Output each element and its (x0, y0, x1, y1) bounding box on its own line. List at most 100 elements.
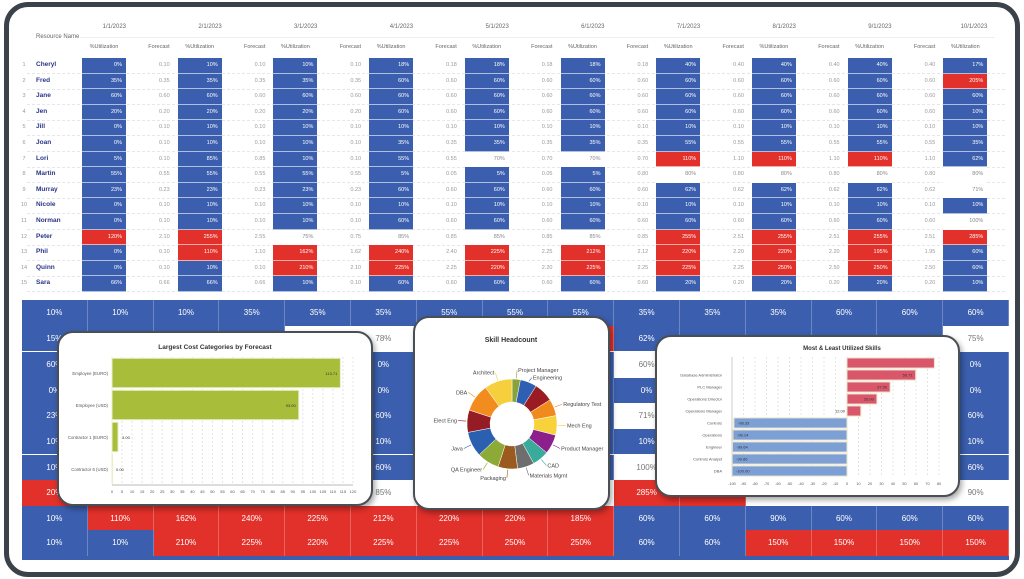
table-row[interactable]: 9 Murray 23% 23% 23% 60% 60% 60% 62% 62% 62% 71% 0.2… (9, 182, 1015, 199)
grid-cell: 162% (153, 505, 220, 531)
row-divider (27, 119, 1005, 121)
grid-cell: 250% (482, 530, 549, 556)
x-tick-label: -50 (787, 482, 793, 486)
forecast-cell: 0.40 (733, 62, 744, 68)
grid-cell: 220% (285, 530, 351, 556)
table-row[interactable]: 2 Fred 35% 35% 35% 60% 60% 60% 60% 60% 60% 205% 0.35… (9, 73, 1015, 90)
grid-cell: 60% (877, 505, 944, 531)
utilization-cell: 60% (464, 89, 509, 105)
resource-name: Murray (36, 185, 58, 193)
forecast-cell: 0.10 (158, 140, 170, 146)
data-label: 0.00 (116, 467, 125, 472)
forecast-cell: 0.85 (637, 233, 649, 240)
header-divider (80, 37, 995, 38)
grid-cell: 60% (614, 505, 680, 531)
grid-cell: 150% (943, 530, 1009, 556)
utilization-cell: 10% (177, 260, 222, 277)
table-row[interactable]: 6 Joan 0% 10% 10% 35% 35% 35% 55% 55% 55% 35% 0.10 0.… (9, 136, 1015, 152)
utilization-cell: 225% (656, 260, 701, 277)
utilization-header: %Utilization (855, 44, 884, 50)
x-tick-label: 10 (856, 482, 860, 486)
forecast-cell: 1.10 (924, 155, 936, 162)
utilization-cell: 60% (943, 245, 988, 261)
table-row[interactable]: 15 Sara 66% 66% 10% 60% 60% 60% 20% 20% 20% 10% 0.66… (9, 276, 1015, 293)
category-label: Contractor 1 (EURO) (68, 435, 109, 440)
utilization-cell: 10% (273, 120, 318, 136)
utilization-cell: 18% (464, 58, 509, 74)
table-row[interactable]: 3 Jane 60% 60% 60% 60% 60% 60% 60% 60% 60% 60% 0.60 0… (9, 89, 1015, 106)
x-tick-label: -100 (728, 482, 736, 486)
forecast-cell: 0.55 (924, 140, 936, 146)
table-row[interactable]: 12 Peter 120% 255% 75% 85% 85% 85% 255% 255% 255% 2… (9, 229, 1015, 246)
utilization-cell: 20% (847, 276, 892, 292)
grid-cell: 225% (285, 505, 351, 531)
x-tick-label: 25 (160, 489, 165, 494)
bar (846, 405, 862, 417)
utilization-cell: 23% (177, 182, 222, 199)
utilization-cell: 205% (943, 73, 988, 90)
x-tick-label: 70 (250, 489, 255, 494)
utilization-cell: 60% (751, 89, 796, 105)
utilization-cell: 60% (656, 89, 701, 105)
table-row[interactable]: 7 Lori 5% 85% 10% 55% 70% 70% 110% 110% 110% 62% 0.1… (9, 151, 1015, 168)
x-tick-label: 80 (937, 482, 941, 486)
x-tick-label: -30 (810, 482, 816, 486)
utilization-cell: 60% (847, 73, 892, 90)
forecast-cell: 2.51 (924, 233, 936, 240)
slice-label: Engineering (533, 376, 562, 382)
utilization-cell: 60% (560, 214, 605, 230)
row-divider (27, 135, 1005, 137)
data-label: -100.00 (736, 469, 750, 474)
utilization-cell: 60% (464, 73, 509, 90)
table-row[interactable]: 4 Jen 20% 20% 20% 60% 60% 60% 60% 60% 60% 10% 0.20 0.… (9, 104, 1015, 121)
utilization-cell: 75% (273, 229, 318, 246)
forecast-cell: 0.60 (828, 218, 840, 224)
table-row[interactable]: 13 Phil 0% 110% 162% 240% 225% 212% 220% 220% 195%… (9, 245, 1015, 262)
table-row[interactable]: 5 Jill 0% 10% 10% 10% 10% 10% 10% 10% 10% 10% 0.10 0.… (9, 120, 1015, 137)
leader-line (554, 403, 563, 408)
utilization-cell: 110% (177, 245, 222, 261)
forecast-cell: 0.35 (446, 140, 457, 146)
grid-cell: 35% (745, 300, 812, 326)
table-row[interactable]: 1 Cheryl 0% 10% 10% 18% 18% 18% 40% 40% 40% 17% 0.10… (9, 58, 1015, 74)
utilization-cell: 70% (560, 151, 605, 168)
x-tick-label: 30 (170, 489, 175, 494)
row-number: 5 (22, 124, 26, 131)
utilization-cell: 285% (943, 229, 988, 246)
forecast-header: Forecast (435, 44, 457, 50)
data-label: 59.71 (903, 373, 914, 378)
forecast-cell: 0.10 (446, 202, 457, 209)
utilization-cell: 40% (847, 58, 892, 74)
month-header: 7/1/2023 (676, 24, 701, 30)
x-tick-label: 30 (879, 482, 883, 486)
utilization-cell: 85% (464, 229, 509, 246)
row-divider (27, 88, 1005, 90)
utilization-cell: 60% (464, 214, 509, 230)
table-row[interactable]: 8 Martin 55% 55% 55% 5% 5% 5% 80% 80% 80% 80% 0.55 0.… (9, 167, 1015, 184)
utilization-cell: 55% (177, 167, 222, 183)
utilization-cell: 80% (751, 167, 796, 183)
month-header: 4/1/2023 (389, 24, 414, 30)
utilization-cell: 55% (751, 136, 796, 152)
table-row[interactable]: 10 Nicole 0% 10% 10% 10% 10% 10% 10% 10% 10% 10% 0.1… (9, 198, 1015, 215)
forecast-cell: 0.18 (637, 62, 649, 68)
forecast-cell: 0.60 (733, 108, 744, 115)
utilization-cell: 10% (177, 120, 222, 136)
forecast-cell: 0.10 (158, 155, 170, 162)
forecast-cell: 0.60 (924, 77, 936, 84)
utilization-cell: 0% (82, 245, 126, 261)
table-row[interactable]: 11 Norman 0% 10% 10% 60% 60% 60% 60% 60% 60% 100% 0.… (9, 214, 1015, 230)
grid-cell: 150% (877, 530, 944, 556)
forecast-cell: 0.10 (350, 155, 362, 162)
forecast-cell: 0.40 (828, 62, 840, 68)
data-label: -98.33 (738, 421, 750, 426)
utilization-cell: 60% (560, 276, 605, 292)
utilization-cell: 62% (943, 151, 988, 168)
forecast-cell: 0.10 (158, 202, 170, 209)
forecast-cell: 0.18 (446, 62, 457, 68)
x-tick-label: 110 (330, 489, 337, 494)
forecast-cell: 0.70 (637, 155, 649, 162)
utilization-cell: 60% (751, 73, 796, 90)
table-row[interactable]: 14 Quinn 0% 10% 210% 225% 220% 225% 225% 250% 250%… (9, 260, 1015, 277)
utilization-cell: 110% (847, 151, 892, 168)
